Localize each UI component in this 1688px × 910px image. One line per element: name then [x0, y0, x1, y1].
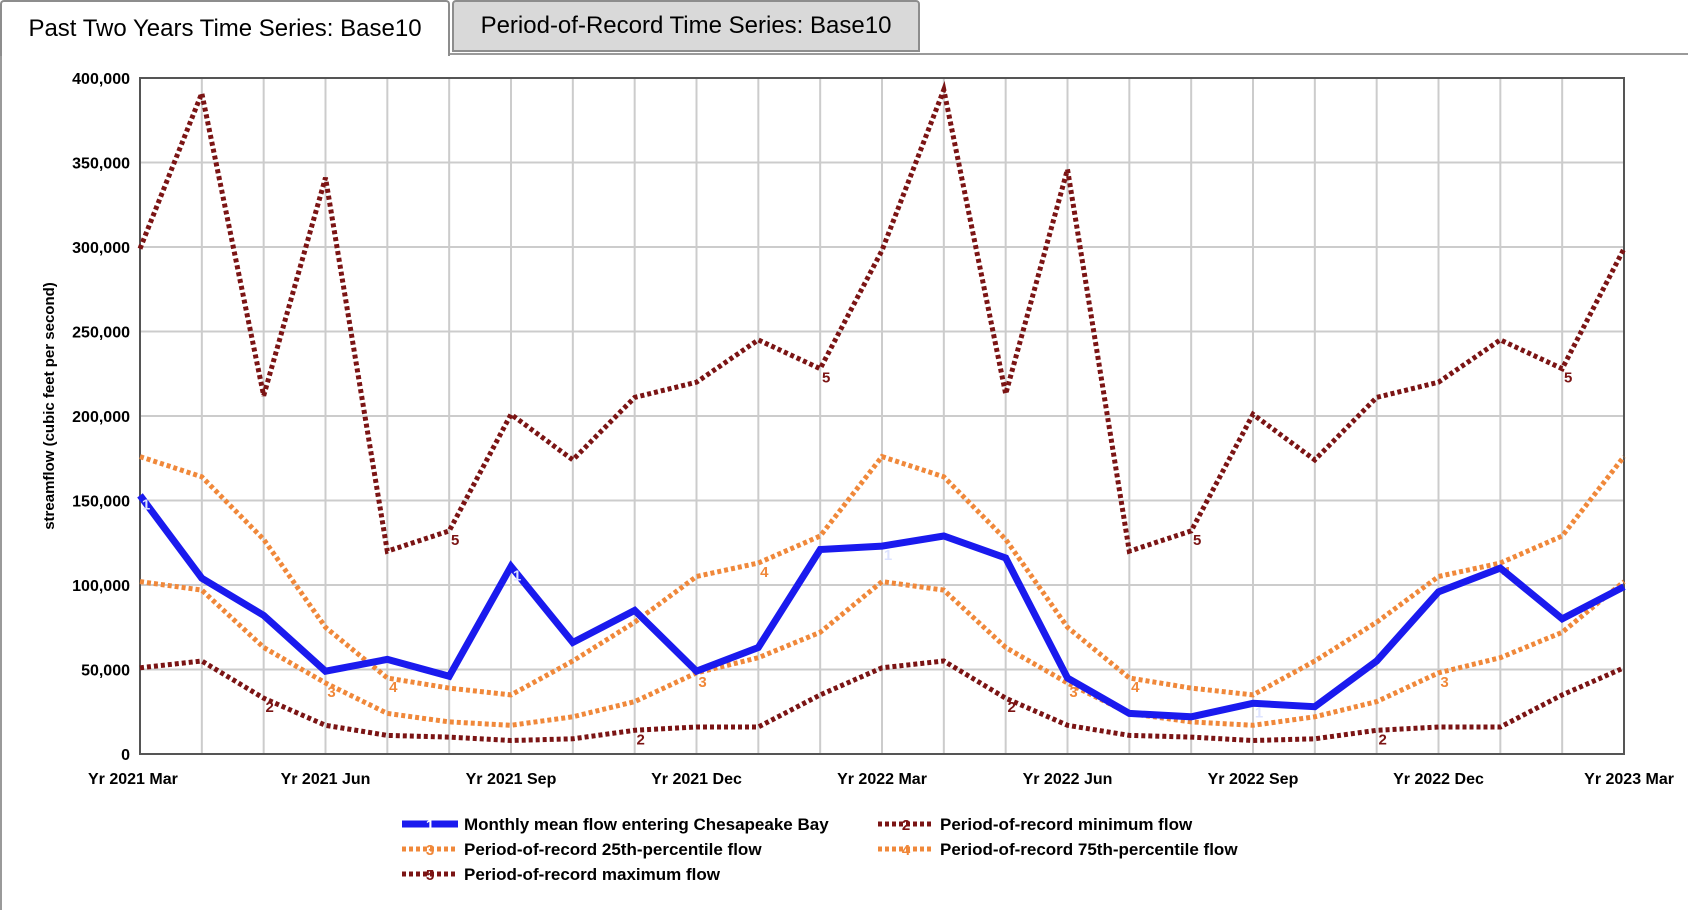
series-marker-2: 2: [1007, 699, 1015, 716]
chart-panel: 0 50,000 100,000 150,000 200,000 250,000 300,0…: [0, 54, 1688, 910]
series-marker-4: 4: [389, 679, 398, 696]
series-line-4: [139, 453, 1626, 698]
x-tick-label: Yr 2022 Dec: [1393, 771, 1484, 788]
streamflow-chart: 0 50,000 100,000 150,000 200,000 250,000 300,0…: [41, 71, 1674, 884]
y-tick-label: 250,000: [72, 325, 130, 342]
series-marker-2: 2: [265, 699, 273, 716]
legend-label-3: Period-of-record 25th-percentile flow: [464, 840, 762, 859]
legend-marker-1: 1: [426, 817, 434, 834]
series-marker-1: 1: [513, 567, 521, 584]
plot-area-frame: [139, 77, 1625, 755]
y-tick-label: 200,000: [72, 409, 130, 426]
legend-marker-4: 4: [902, 842, 911, 859]
tab-past-two-years[interactable]: Past Two Years Time Series: Base10: [0, 0, 450, 56]
legend-marker-2: 2: [902, 817, 910, 834]
y-tick-label: 300,000: [72, 240, 130, 257]
legend-label-4: Period-of-record 75th-percentile flow: [940, 840, 1238, 859]
legend-label-2: Period-of-record minimum flow: [940, 815, 1193, 834]
y-axis-label: streamflow (cubic feet per second): [41, 282, 58, 530]
y-tick-label: 0: [121, 747, 130, 764]
series-marker-2: 2: [1378, 731, 1386, 748]
series-marker-1: 1: [884, 547, 892, 564]
y-tick-label: 50,000: [81, 663, 130, 680]
legend-marker-3: 3: [426, 842, 434, 859]
y-axis-ticks: 0 50,000 100,000 150,000 200,000 250,000 300,0…: [72, 71, 130, 764]
series-marker-4: 4: [1131, 679, 1140, 696]
x-axis-ticks: Yr 2021 Mar Yr 2021 Jun Yr 2021 Sep Yr 2021…: [88, 771, 1674, 788]
x-tick-label: Yr 2021 Sep: [466, 771, 557, 788]
y-tick-label: 100,000: [72, 578, 130, 595]
series-marker-5: 5: [451, 532, 459, 549]
series-marker-1: 1: [142, 496, 150, 513]
legend-marker-5: 5: [426, 867, 434, 884]
x-tick-label: Yr 2021 Dec: [651, 771, 742, 788]
x-tick-label: Yr 2021 Jun: [281, 771, 371, 788]
x-tick-label: Yr 2022 Jun: [1023, 771, 1113, 788]
series-line-5: [137, 80, 1627, 555]
chart-grid: [139, 77, 1625, 755]
y-tick-label: 350,000: [72, 156, 130, 173]
chart-legend: 1 Monthly mean flow entering Chesapeake B…: [402, 815, 1238, 884]
x-tick-label: Yr 2021 Mar: [88, 771, 178, 788]
series-line-2: [139, 658, 1626, 744]
series-marker-3: 3: [327, 684, 335, 701]
series-line-1: [137, 493, 1626, 721]
series-marker-3: 3: [1440, 674, 1448, 691]
legend-label-5: Period-of-record maximum flow: [464, 865, 721, 884]
tab-period-of-record[interactable]: Period-of-Record Time Series: Base10: [452, 0, 920, 52]
series-marker-5: 5: [1193, 532, 1201, 549]
series-marker-3: 3: [698, 674, 706, 691]
series-marker-5: 5: [1564, 370, 1572, 387]
series-line-3: [139, 578, 1626, 728]
x-tick-label: Yr 2023 Mar: [1584, 771, 1674, 788]
x-tick-label: Yr 2022 Sep: [1208, 771, 1299, 788]
tab-divider: [0, 53, 1688, 55]
tab-bar: Past Two Years Time Series: Base10 Perio…: [0, 0, 1688, 56]
legend-label-1: Monthly mean flow entering Chesapeake Ba…: [464, 815, 829, 834]
series-marker-5: 5: [822, 370, 830, 387]
x-tick-label: Yr 2022 Mar: [837, 771, 927, 788]
y-tick-label: 400,000: [72, 71, 130, 88]
series-marker-1: 1: [1255, 704, 1263, 721]
series-marker-2: 2: [636, 731, 644, 748]
series-marker-3: 3: [1069, 684, 1077, 701]
y-tick-label: 150,000: [72, 494, 130, 511]
series-marker-4: 4: [760, 564, 769, 581]
